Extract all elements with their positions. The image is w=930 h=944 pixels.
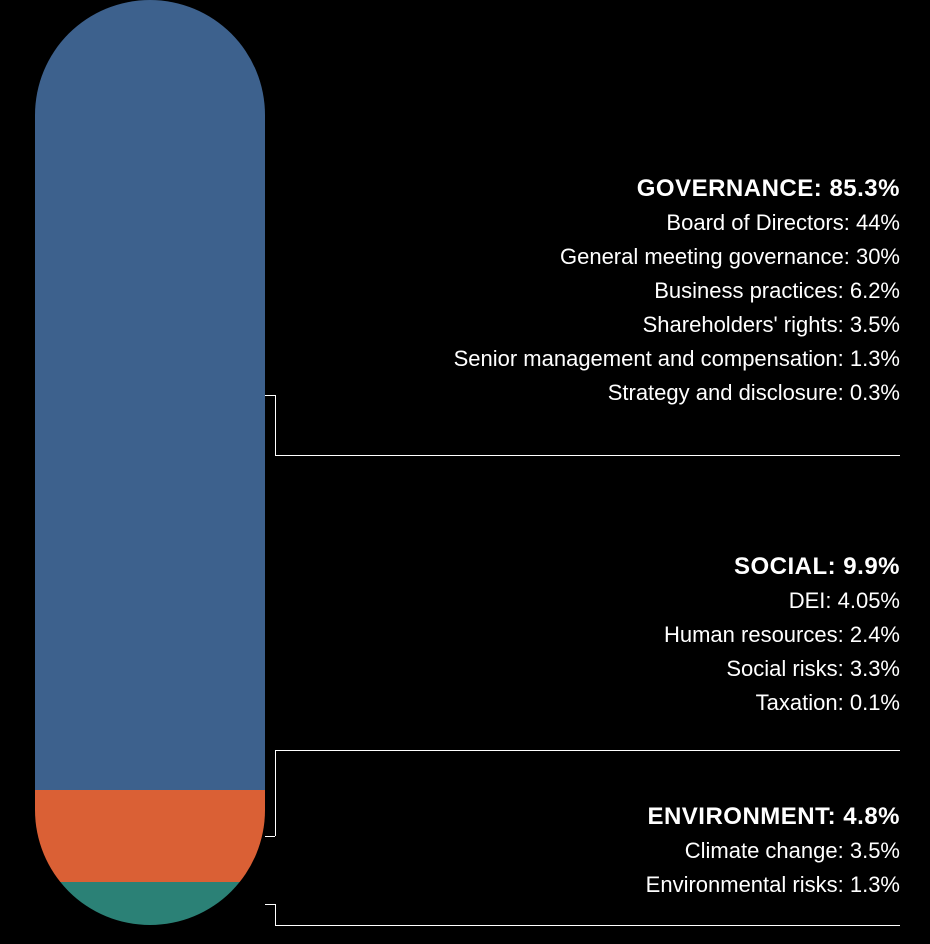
category-item: Senior management and compensation: 1.3% [454,342,900,376]
capsule-segment-governance [35,0,265,790]
category-item-label: Shareholders' rights [643,312,838,337]
connector-horizontal-governance [275,455,900,456]
category-item-label: Human resources [664,622,838,647]
category-item-value: 3.5% [850,838,900,863]
category-header-label: GOVERNANCE [637,175,814,202]
connector-stub-environment [265,904,275,905]
capsule-segment-social [35,790,265,882]
connector-stub-social [265,836,275,837]
category-header-social: SOCIAL: 9.9% [664,550,900,584]
category-header-label: ENVIRONMENT [647,803,827,830]
category-item-label: Board of Directors [666,210,843,235]
category-item: Taxation: 0.1% [664,686,900,720]
category-header-label: SOCIAL [734,553,828,580]
category-header-environment: ENVIRONMENT: 4.8% [646,800,900,834]
category-item: General meeting governance: 30% [454,240,900,274]
capsule-segment-environment [35,882,265,925]
category-item: Strategy and disclosure: 0.3% [454,376,900,410]
category-item-value: 2.4% [850,622,900,647]
category-item-value: 0.3% [850,380,900,405]
category-block-social: SOCIAL: 9.9%DEI: 4.05%Human resources: 2… [664,550,900,720]
category-item-label: Climate change [685,838,838,863]
category-item-value: 4.05% [838,588,900,613]
category-item-label: Senior management and compensation [454,346,838,371]
category-header-percent: 4.8% [843,803,900,830]
category-header-governance: GOVERNANCE: 85.3% [454,172,900,206]
connector-vertical-environment [275,904,276,926]
connector-stub-governance [265,395,275,396]
category-header-percent: 9.9% [843,553,900,580]
category-item-label: DEI [789,588,826,613]
connector-horizontal-environment [275,925,900,926]
capsule-chart [35,0,265,925]
category-item-value: 1.3% [850,872,900,897]
category-item-value: 0.1% [850,690,900,715]
category-header-percent: 85.3% [829,175,900,202]
category-item-value: 30% [856,244,900,269]
category-item-label: General meeting governance [560,244,844,269]
category-item: Social risks: 3.3% [664,652,900,686]
connector-vertical-governance [275,395,276,455]
category-item-label: Taxation [756,690,838,715]
connector-vertical-social [275,750,276,836]
category-item-value: 1.3% [850,346,900,371]
category-item: Board of Directors: 44% [454,206,900,240]
category-item-label: Environmental risks [646,872,838,897]
category-item: Shareholders' rights: 3.5% [454,308,900,342]
category-block-governance: GOVERNANCE: 85.3%Board of Directors: 44%… [454,172,900,410]
category-item-value: 3.5% [850,312,900,337]
connector-horizontal-social [275,750,900,751]
category-item: DEI: 4.05% [664,584,900,618]
category-item-value: 44% [856,210,900,235]
category-item-value: 6.2% [850,278,900,303]
category-item-label: Strategy and disclosure [608,380,838,405]
category-item: Environmental risks: 1.3% [646,868,900,902]
category-item: Human resources: 2.4% [664,618,900,652]
category-item-label: Social risks [726,656,837,681]
category-item: Business practices: 6.2% [454,274,900,308]
category-item-value: 3.3% [850,656,900,681]
category-item-label: Business practices [654,278,837,303]
category-block-environment: ENVIRONMENT: 4.8%Climate change: 3.5%Env… [646,800,900,902]
category-item: Climate change: 3.5% [646,834,900,868]
